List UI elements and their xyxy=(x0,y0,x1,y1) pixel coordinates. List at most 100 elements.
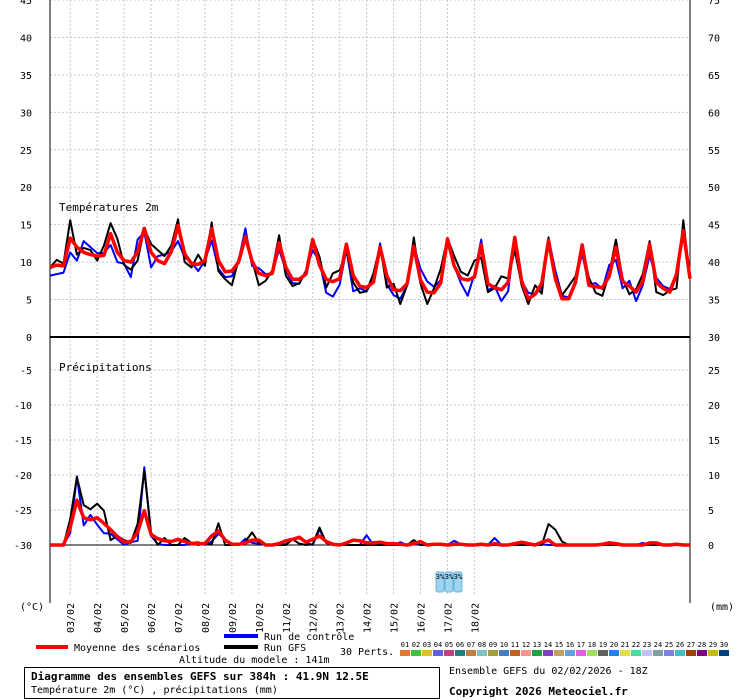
snow-marker xyxy=(435,571,445,593)
date-tick-label: 12/02 xyxy=(309,603,320,633)
temp-left-tick-label: 25 xyxy=(20,146,32,157)
temp-right-tick-label: 65 xyxy=(708,71,720,82)
date-tick-label: 03/02 xyxy=(66,603,77,633)
legend-member-label: 04 xyxy=(434,641,442,649)
temp-right-tick-label: 45 xyxy=(708,221,720,232)
temp-right-tick-label: 70 xyxy=(708,33,720,44)
legend-mean-label: Moyenne des scénarios xyxy=(74,642,200,654)
precip-right-tick-label: 10 xyxy=(708,471,720,482)
temperature-panel-label: Températures 2m xyxy=(59,201,159,214)
legend-member-swatch xyxy=(488,650,498,656)
legend-member-label: 09 xyxy=(489,641,497,649)
date-tick-label: 09/02 xyxy=(228,603,239,633)
precip-right-tick-label: 25 xyxy=(708,366,720,377)
temp-right-tick-label: 60 xyxy=(708,108,720,119)
date-tick-label: 07/02 xyxy=(174,603,185,633)
chart-subtitle: Température 2m (°C) , précipitations (mm… xyxy=(31,685,278,696)
legend-member-swatch xyxy=(620,650,630,656)
date-tick-label: 10/02 xyxy=(255,603,266,633)
snow-marker-label: 3% xyxy=(436,573,445,581)
altitude-label: Altitude du modele : 141m xyxy=(179,655,330,666)
precip-right-tick-label: 15 xyxy=(708,436,720,447)
copyright: Copyright 2026 Meteociel.fr xyxy=(449,685,628,698)
legend-member-label: 17 xyxy=(577,641,585,649)
precip-left-tick-label: -30 xyxy=(14,541,32,552)
legend-member-swatch xyxy=(554,650,564,656)
legend-member-swatch xyxy=(686,650,696,656)
temp-right-tick-label: 35 xyxy=(708,296,720,307)
temp-unit-label: (°C) xyxy=(20,602,44,613)
legend-member-swatch xyxy=(675,650,685,656)
mean-precipitation-line xyxy=(50,498,690,547)
temp-left-tick-label: 30 xyxy=(20,108,32,119)
chart-title: Diagramme des ensembles GEFS sur 384h : … xyxy=(31,670,369,683)
legend-member-label: 18 xyxy=(588,641,596,649)
date-tick-label: 18/02 xyxy=(470,603,481,633)
legend-perts-label: 30 Perts. xyxy=(340,647,394,658)
legend-member-swatch xyxy=(719,650,729,656)
snow-marker-label: 3% xyxy=(445,573,454,581)
date-tick-label: 04/02 xyxy=(93,603,104,633)
legend-member-swatch xyxy=(664,650,674,656)
legend-member-label: 11 xyxy=(511,641,519,649)
legend-member-swatch xyxy=(411,650,421,656)
precip-right-tick-label: 5 xyxy=(708,506,714,517)
legend-member-label: 24 xyxy=(654,641,662,649)
snow-marker xyxy=(453,571,463,593)
legend-member-swatch xyxy=(697,650,707,656)
legend-member-swatch xyxy=(631,650,641,656)
legend-member-swatch xyxy=(532,650,542,656)
legend-member-label: 28 xyxy=(698,641,706,649)
legend-member-swatch xyxy=(565,650,575,656)
legend-member-label: 27 xyxy=(687,641,695,649)
legend-member-label: 05 xyxy=(445,641,453,649)
legend-member-swatch xyxy=(466,650,476,656)
temp-left-tick-label: 40 xyxy=(20,33,32,44)
run-info: Ensemble GEFS du 02/02/2026 - 18Z xyxy=(449,666,648,677)
legend-member-label: 12 xyxy=(522,641,530,649)
legend-member-label: 02 xyxy=(412,641,420,649)
temp-left-tick-label: 35 xyxy=(20,71,32,82)
legend-member-swatch xyxy=(642,650,652,656)
precip-right-tick-label: 0 xyxy=(708,541,714,552)
legend-member-label: 25 xyxy=(665,641,673,649)
legend-member-label: 10 xyxy=(500,641,508,649)
precip-left-tick-label: -10 xyxy=(14,401,32,412)
temp-right-tick-label: 40 xyxy=(708,258,720,269)
date-tick-label: 05/02 xyxy=(120,603,131,633)
legend-member-swatch xyxy=(587,650,597,656)
legend-gfs-label: Run GFS xyxy=(264,643,306,654)
title-box: Diagramme des ensembles GEFS sur 384h : … xyxy=(24,667,440,699)
legend-member-swatch xyxy=(653,650,663,656)
legend-member-label: 26 xyxy=(676,641,684,649)
legend-member-label: 03 xyxy=(423,641,431,649)
legend-member-label: 14 xyxy=(544,641,552,649)
legend-member-label: 21 xyxy=(621,641,629,649)
legend-member-swatch xyxy=(477,650,487,656)
date-tick-label: 16/02 xyxy=(417,603,428,633)
legend-control-label: Run de contrôle xyxy=(264,631,354,643)
precip-left-tick-label: -25 xyxy=(14,506,32,517)
temp-left-tick-label: 0 xyxy=(26,333,32,344)
legend-member-swatch xyxy=(609,650,619,656)
date-tick-label: 11/02 xyxy=(282,603,293,633)
legend-member-label: 16 xyxy=(566,641,574,649)
date-tick-label: 17/02 xyxy=(443,603,454,633)
date-tick-label: 13/02 xyxy=(336,603,347,633)
legend-member-swatch xyxy=(576,650,586,656)
legend-member-swatch xyxy=(444,650,454,656)
temp-right-tick-label: 75 xyxy=(708,0,720,7)
legend-member-swatch xyxy=(433,650,443,656)
legend-member-swatch xyxy=(455,650,465,656)
legend-member-swatch xyxy=(510,650,520,656)
temp-right-tick-label: 50 xyxy=(708,183,720,194)
legend-member-label: 07 xyxy=(467,641,475,649)
legend-member-label: 19 xyxy=(599,641,607,649)
legend-member-label: 20 xyxy=(610,641,618,649)
date-tick-label: 15/02 xyxy=(390,603,401,633)
legend-member-label: 30 xyxy=(720,641,728,649)
date-tick-label: 14/02 xyxy=(363,603,374,633)
precip-left-tick-label: -5 xyxy=(20,366,32,377)
temp-left-tick-label: 10 xyxy=(20,258,32,269)
